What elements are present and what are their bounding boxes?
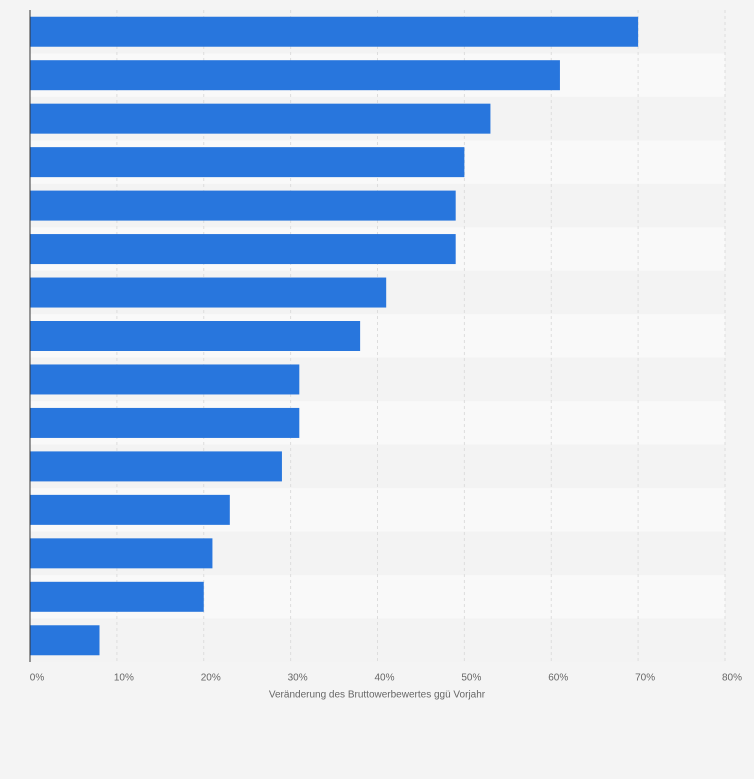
x-tick-label: 20%: [201, 673, 221, 684]
bar: [30, 581, 204, 612]
x-tick-label: 30%: [288, 673, 308, 684]
bar: [30, 16, 639, 47]
bar: [30, 494, 230, 525]
bar: [30, 364, 300, 395]
bar: [30, 407, 300, 438]
bar: [30, 60, 560, 91]
x-tick-label: 70%: [635, 673, 655, 684]
x-tick-label: 40%: [374, 673, 394, 684]
x-tick-label: 50%: [461, 673, 481, 684]
bar: [30, 321, 361, 351]
bar: [30, 103, 491, 134]
x-tick-label: 0%: [30, 673, 45, 684]
x-tick-label: 10%: [114, 673, 134, 684]
bar: [30, 190, 456, 221]
x-axis-label: Veränderung des Bruttowerbewertes ggü Vo…: [269, 690, 486, 701]
x-tick-label: 60%: [548, 673, 568, 684]
bar: [30, 234, 456, 265]
bar: [30, 451, 282, 482]
bar: [30, 147, 465, 178]
bar: [30, 538, 213, 569]
bar: [30, 277, 387, 308]
x-tick-label: 80%: [722, 673, 742, 684]
bar: [30, 625, 100, 656]
